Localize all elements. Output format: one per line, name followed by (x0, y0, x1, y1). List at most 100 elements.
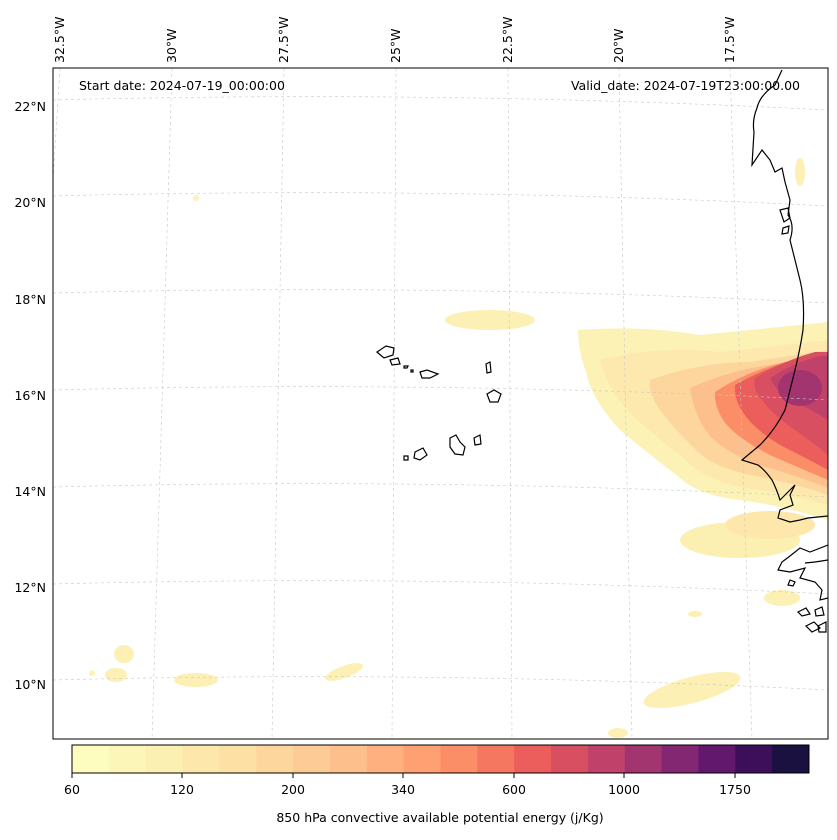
cape-verde-island (486, 389, 502, 403)
lat-label: 14°N (14, 484, 46, 499)
lon-label: 17.5°W (722, 17, 737, 63)
colorbar-tick-label: 1750 (719, 782, 751, 797)
lat-label: 10°N (14, 677, 46, 692)
cape-patch (795, 158, 805, 186)
african-coastline (740, 69, 828, 523)
lon-label: 30°W (164, 28, 179, 63)
cape-verde-island (403, 365, 409, 369)
cape-patch (114, 645, 134, 663)
offshore-island (781, 225, 790, 235)
start-date-label: Start date: 2024-07-19_00:00:00 (79, 78, 285, 93)
lat-label: 20°N (14, 195, 46, 210)
offshore-island (804, 621, 822, 633)
gridline-lon (618, 68, 633, 739)
colorbar-segment (108, 745, 147, 773)
colorbar-segment (772, 745, 810, 773)
colorbar-segment (293, 745, 331, 773)
gridline-lon (271, 68, 285, 739)
cape-verde-island (485, 361, 492, 374)
gridline-lat (53, 386, 828, 401)
offshore-island (779, 207, 791, 223)
cape-verde-island (473, 434, 482, 446)
lon-label: 25°W (388, 28, 403, 63)
offshore-island (814, 606, 825, 617)
gridline-lat (53, 580, 828, 595)
offshore-island (817, 621, 827, 633)
colorbar-segment (329, 745, 368, 773)
gridline-lat (53, 192, 828, 207)
cape-patch (105, 668, 127, 682)
colorbar-ticks: 60 120 200 340 600 1000 1750 (64, 773, 751, 797)
cape-patch (174, 673, 218, 687)
lat-label: 16°N (14, 388, 46, 403)
lon-label: 22.5°W (500, 17, 515, 63)
cape-verde-island (403, 455, 409, 461)
cape-verde-island (413, 447, 428, 461)
gridline-lon (391, 68, 397, 739)
gridline-lon (151, 68, 173, 739)
african-coastline (777, 544, 828, 601)
valid-date-label: Valid_date: 2024-07-19T23:00:00.00 (571, 78, 800, 93)
colorbar (72, 745, 810, 773)
colorbar-segment (366, 745, 405, 773)
colorbar-tick-label: 120 (170, 782, 194, 797)
latitude-labels: 22°N 20°N 18°N 16°N 14°N 12°N 10°N (14, 99, 46, 692)
cape-patch (764, 590, 800, 606)
colorbar-segment (514, 745, 552, 773)
cape-verde-island (376, 345, 395, 359)
cape-patch (193, 195, 199, 201)
lon-label: 27.5°W (276, 17, 291, 63)
colorbar-segment (440, 745, 478, 773)
lon-label: 32.5°W (52, 17, 67, 63)
map-frame (52, 67, 829, 740)
colorbar-segment (735, 745, 773, 773)
offshore-island (796, 607, 811, 617)
cape-patch (325, 663, 363, 681)
cape-patch (725, 511, 815, 539)
cape-verde-island (449, 434, 466, 456)
colorbar-frame (71, 744, 810, 774)
cape-core (778, 370, 822, 406)
colorbar-segment (698, 745, 736, 773)
colorbar-tick-label: 340 (391, 782, 415, 797)
gridline-lon (507, 68, 513, 739)
cape-patch (688, 611, 702, 617)
cape-field (89, 158, 828, 738)
cape-patch (643, 671, 741, 709)
colorbar-tick-label: 60 (64, 782, 80, 797)
colorbar-segment (477, 745, 515, 773)
african-coastline (804, 559, 828, 564)
cape-patch (89, 670, 95, 676)
cape-patch (608, 728, 628, 738)
cape-verde-island (410, 369, 414, 373)
colorbar-segment (661, 745, 699, 773)
longitude-labels: 32.5°W 30°W 27.5°W 25°W 22.5°W 20°W 17.5… (52, 17, 737, 63)
cape-verde-island (419, 369, 440, 379)
gridline-lat (53, 96, 828, 111)
colorbar-segment (182, 745, 220, 773)
lat-label: 18°N (14, 292, 46, 307)
colorbar-segment (624, 745, 663, 773)
coastlines (376, 69, 828, 633)
colorbar-segment (403, 745, 441, 773)
offshore-island (787, 579, 796, 587)
colorbar-tick-label: 600 (502, 782, 526, 797)
colorbar-segment (145, 745, 184, 773)
gridline-lon (729, 68, 753, 739)
colorbar-tick-label: 1000 (608, 782, 640, 797)
gridline-lon (53, 68, 61, 181)
colorbar-segment (587, 745, 626, 773)
lat-label: 12°N (14, 580, 46, 595)
lat-label: 22°N (14, 99, 46, 114)
colorbar-segment (219, 745, 257, 773)
colorbar-title: 850 hPa convective available potential e… (276, 810, 603, 825)
colorbar-tick-label: 200 (281, 782, 305, 797)
cape-verde-island (389, 357, 401, 366)
lon-label: 20°W (611, 28, 626, 63)
gridline-lat (53, 676, 828, 691)
colorbar-segment (551, 745, 589, 773)
colorbar-segment (256, 745, 294, 773)
gridlines (53, 68, 828, 739)
